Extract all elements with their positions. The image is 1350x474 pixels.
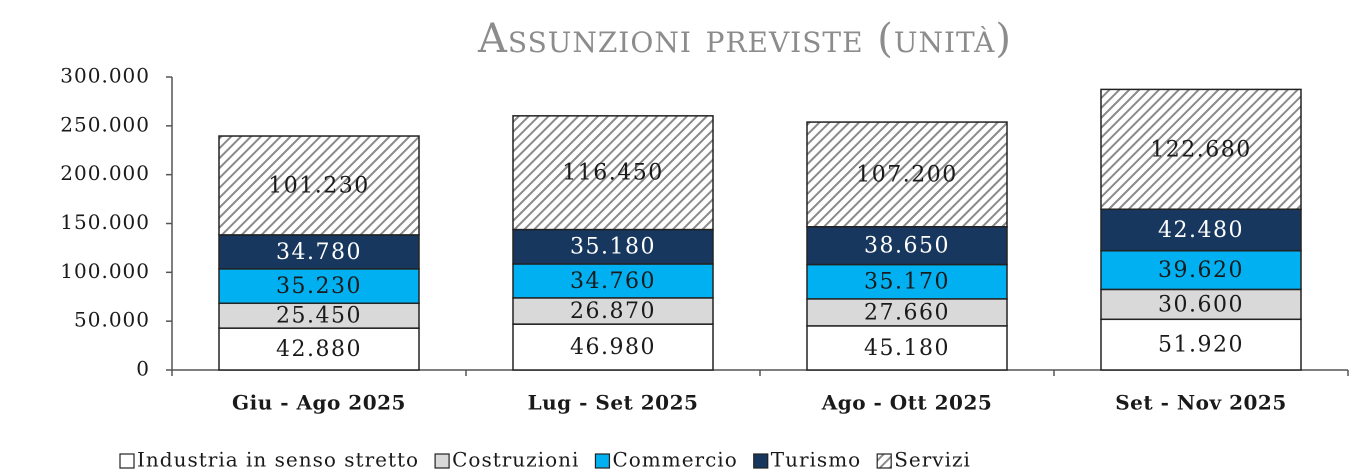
bar-segment bbox=[806, 121, 1008, 228]
bar-segment bbox=[806, 226, 1008, 266]
legend-label: Costruzioni bbox=[452, 448, 579, 472]
data-label: 26.870 bbox=[570, 299, 656, 324]
y-tick-label: 0 bbox=[136, 357, 150, 381]
data-label: 27.660 bbox=[864, 300, 950, 325]
y-tick-label: 300.000 bbox=[60, 64, 150, 88]
bar-segment bbox=[512, 263, 714, 299]
legend-swatch bbox=[434, 453, 450, 469]
bar-segment bbox=[218, 302, 420, 329]
legend-swatch bbox=[876, 453, 892, 469]
y-tick-label: 150.000 bbox=[60, 210, 150, 234]
data-label: 34.780 bbox=[276, 240, 362, 265]
bar-segment bbox=[218, 268, 420, 305]
data-label: 46.980 bbox=[570, 335, 656, 360]
legend-label: Industria in senso stretto bbox=[137, 448, 419, 472]
bar-segment bbox=[1100, 288, 1302, 321]
data-label: 122.680 bbox=[1150, 137, 1251, 162]
bar-segment bbox=[512, 297, 714, 325]
data-label: 51.920 bbox=[1158, 333, 1244, 358]
bar-segment bbox=[218, 327, 420, 371]
data-label: 35.230 bbox=[276, 274, 362, 299]
data-label: 42.480 bbox=[1158, 218, 1244, 243]
data-label: 116.450 bbox=[562, 161, 663, 186]
data-label: 35.180 bbox=[570, 235, 656, 260]
bar-segment bbox=[512, 228, 714, 265]
legend-swatch bbox=[753, 453, 769, 469]
data-label: 38.650 bbox=[864, 234, 950, 259]
legend-swatch bbox=[119, 453, 135, 469]
y-tick-label: 250.000 bbox=[60, 112, 150, 136]
bar-segment bbox=[512, 323, 714, 371]
x-tick-label: Lug - Set 2025 bbox=[528, 391, 699, 415]
bar-segment bbox=[1100, 249, 1302, 291]
data-label: 107.200 bbox=[856, 162, 957, 187]
legend-label: Turismo bbox=[771, 448, 861, 472]
x-tick-label: Giu - Ago 2025 bbox=[232, 391, 406, 415]
chart-title: Assunzioni previste (unità) bbox=[477, 16, 1012, 62]
bar-segment bbox=[512, 115, 714, 231]
x-tick-label: Ago - Ott 2025 bbox=[821, 391, 993, 415]
data-label: 35.170 bbox=[864, 270, 950, 295]
data-label: 101.230 bbox=[268, 173, 369, 198]
data-label: 45.180 bbox=[864, 336, 950, 361]
data-label: 39.620 bbox=[1158, 258, 1244, 283]
y-tick-label: 200.000 bbox=[60, 161, 150, 185]
data-label: 42.880 bbox=[276, 337, 362, 362]
bar-segment bbox=[218, 135, 420, 236]
legend-label: Commercio bbox=[612, 448, 737, 472]
legend-label: Servizi bbox=[894, 448, 971, 472]
y-tick-label: 50.000 bbox=[74, 308, 150, 332]
bar-segment bbox=[806, 298, 1008, 327]
bar-segment bbox=[218, 234, 420, 270]
data-label: 25.450 bbox=[276, 304, 362, 329]
bar-segment bbox=[1100, 318, 1302, 371]
bar-segment bbox=[1100, 208, 1302, 252]
legend-swatch bbox=[594, 453, 611, 469]
bar-segment bbox=[806, 325, 1008, 371]
y-tick-label: 100.000 bbox=[60, 259, 150, 283]
bar-segment bbox=[806, 263, 1008, 300]
x-tick-label: Set - Nov 2025 bbox=[1115, 391, 1287, 415]
data-label: 30.600 bbox=[1158, 292, 1244, 317]
data-label: 34.760 bbox=[570, 269, 656, 294]
bar-segment bbox=[1100, 88, 1302, 210]
